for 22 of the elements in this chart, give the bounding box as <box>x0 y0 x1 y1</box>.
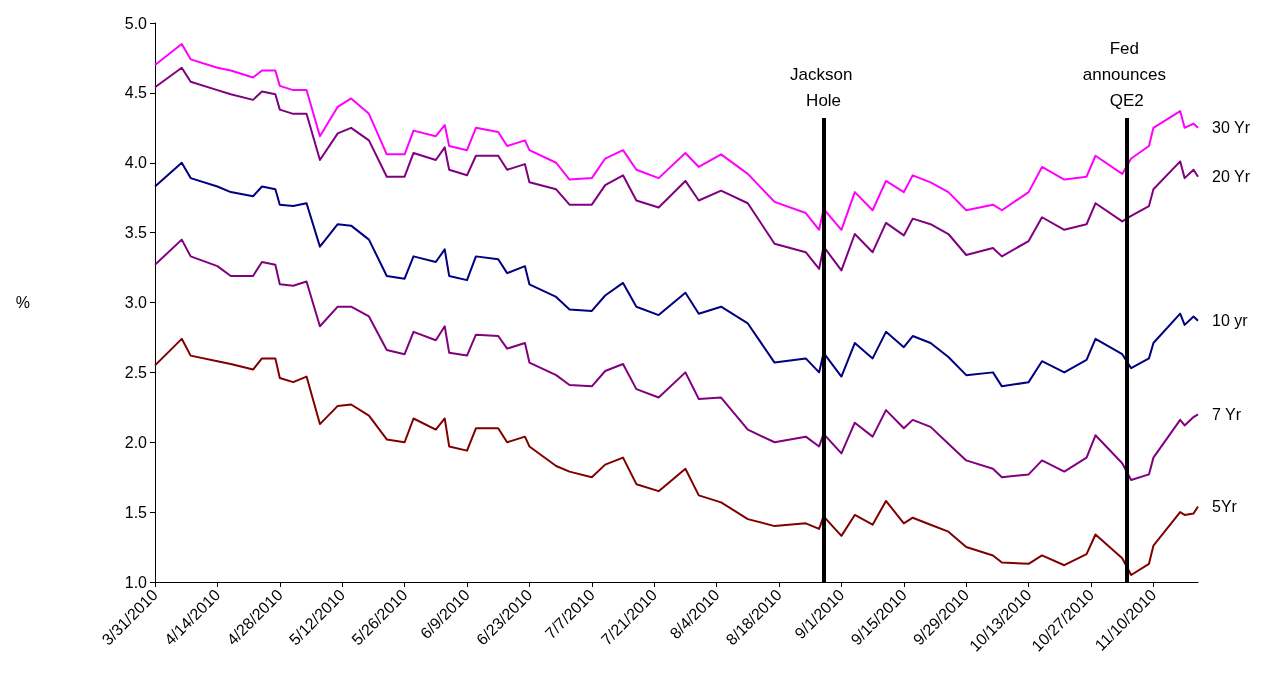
y-tick-label: 2.0 <box>124 433 148 451</box>
y-tick-label: 1.0 <box>124 573 148 591</box>
line-series <box>154 42 1199 231</box>
series-label: 7 Yr <box>1212 405 1242 423</box>
line-series <box>154 337 1199 577</box>
y-tick-label: 3.0 <box>124 294 148 311</box>
y-tick-label: 1.5 <box>124 503 148 521</box>
y-axis-title: % <box>15 294 30 311</box>
line-series <box>154 238 1199 481</box>
ref-line-label: Jackson Hole <box>790 64 858 110</box>
y-tick-label: 4.5 <box>124 84 148 102</box>
series-label: 20 Yr <box>1212 168 1251 186</box>
y-tick-label: 3.5 <box>124 224 148 242</box>
ref-line-label: Fed announces QE2 <box>1082 38 1171 110</box>
y-tick-label: 4.0 <box>124 154 148 172</box>
y-tick-label: 2.5 <box>124 363 148 381</box>
line-series <box>154 66 1199 272</box>
series-label: 10 yr <box>1212 312 1249 330</box>
series-label: 30 Yr <box>1212 119 1251 137</box>
line-series <box>154 161 1199 388</box>
y-tick-label: 5.0 <box>124 14 148 32</box>
series-label: 5Yr <box>1212 498 1238 516</box>
